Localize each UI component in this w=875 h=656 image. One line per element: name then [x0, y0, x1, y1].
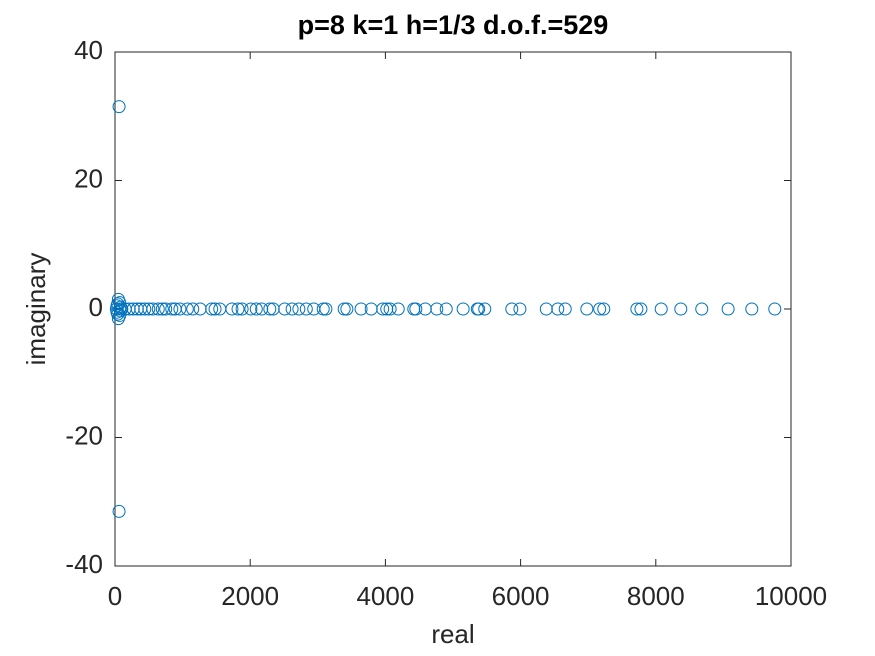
point [674, 302, 688, 316]
point [138, 302, 152, 316]
point [634, 302, 648, 316]
point [146, 302, 160, 316]
point [151, 302, 165, 316]
x-tick-label: 2000 [221, 581, 279, 611]
point [505, 302, 519, 316]
point [539, 302, 553, 316]
point [316, 302, 330, 316]
point [695, 302, 709, 316]
point [112, 100, 126, 114]
y-tick-label: -40 [65, 549, 103, 579]
point [768, 302, 782, 316]
point [255, 302, 269, 316]
point [593, 302, 607, 316]
point [472, 302, 486, 316]
point [231, 302, 245, 316]
point [115, 302, 129, 316]
point [391, 302, 405, 316]
point [597, 302, 611, 316]
point [208, 302, 222, 316]
x-axis-label: real [431, 619, 474, 649]
point [292, 302, 306, 316]
point [225, 302, 239, 316]
x-tick-label: 8000 [627, 581, 685, 611]
point [558, 302, 572, 316]
point [155, 302, 169, 316]
plot-frame [114, 51, 792, 567]
point [439, 302, 453, 316]
point [580, 302, 594, 316]
point [337, 302, 351, 316]
point [721, 302, 735, 316]
point [319, 302, 333, 316]
point [235, 302, 249, 316]
point [299, 302, 313, 316]
y-tick-label: 0 [89, 292, 103, 322]
point [478, 302, 492, 316]
y-tick-label: -20 [65, 420, 103, 450]
point [165, 302, 179, 316]
x-tick-label: 6000 [492, 581, 550, 611]
point [364, 302, 378, 316]
point [122, 302, 136, 316]
point [340, 302, 354, 316]
point [244, 302, 258, 316]
point [112, 504, 126, 518]
point [551, 302, 565, 316]
point [126, 302, 140, 316]
point [513, 302, 527, 316]
point [130, 302, 144, 316]
point [654, 302, 668, 316]
x-tick-label: 0 [108, 581, 122, 611]
point [630, 302, 644, 316]
point [278, 302, 292, 316]
point [285, 302, 299, 316]
point [745, 302, 759, 316]
point [383, 302, 397, 316]
point [430, 302, 444, 316]
point [186, 302, 200, 316]
point [354, 302, 368, 316]
point [409, 302, 423, 316]
point [456, 302, 470, 316]
point [418, 302, 432, 316]
point [193, 302, 207, 316]
point [159, 302, 173, 316]
y-tick-label: 20 [74, 163, 103, 193]
point [380, 302, 394, 316]
point [205, 302, 219, 316]
x-tick-label: 4000 [356, 581, 414, 611]
point [142, 302, 156, 316]
y-tick-label: 40 [74, 35, 103, 65]
point [249, 302, 263, 316]
point [266, 302, 280, 316]
chart-title: p=8 k=1 h=1/3 d.o.f.=529 [298, 10, 609, 40]
point [180, 302, 194, 316]
y-axis-label: imaginary [21, 253, 51, 366]
point [263, 302, 277, 316]
point [376, 302, 390, 316]
point [173, 302, 187, 316]
point [109, 302, 123, 316]
x-tick-label: 10000 [755, 581, 827, 611]
